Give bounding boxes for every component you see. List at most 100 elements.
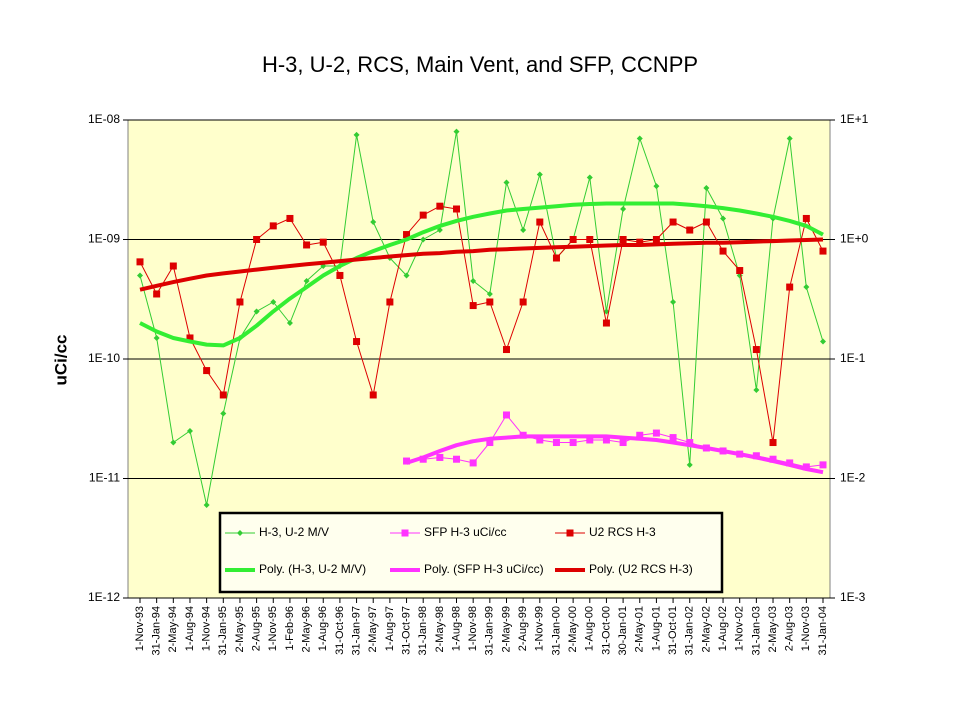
series-marker [520,227,527,234]
series-marker [653,183,660,190]
series-marker [236,298,244,306]
series-marker [469,302,477,310]
series-marker [669,434,677,442]
series-marker [602,436,610,444]
series-marker [686,226,694,234]
series-marker [620,205,627,212]
x-tick-label: 1-Aug-02 [717,606,729,651]
x-tick-label: 2-May-99 [500,606,512,652]
series-marker [203,502,210,509]
y-tick-label: 1E-11 [89,471,120,485]
series-marker [636,135,643,142]
y-tick-label: 1E-12 [88,590,120,604]
series-marker [486,298,494,306]
series-marker [669,218,677,226]
series-marker [619,236,627,243]
series-marker [186,427,193,434]
series-marker [686,461,693,468]
series-marker [153,334,160,341]
series-marker [303,277,310,284]
series-marker [453,455,461,463]
series-marker [219,391,227,399]
x-tick-label: 1-Nov-93 [134,606,146,651]
series-marker [436,453,444,461]
series-marker [486,439,494,447]
series-marker [702,218,710,226]
series-marker [486,290,493,297]
x-tick-label: 1-Aug-97 [384,606,396,651]
legend-marker [566,529,574,537]
y-tick-label: 1E-09 [88,232,120,246]
x-tick-label: 1-Aug-01 [650,606,662,651]
x-tick-label: 1-Nov-98 [467,606,479,651]
series-line [139,131,824,506]
chart-title: H-3, U-2, RCS, Main Vent, and SFP, CCNPP [262,52,698,77]
series-line [139,237,824,292]
series-marker [269,222,277,230]
series-marker [303,241,311,249]
series-marker [786,135,793,142]
series-marker [453,205,461,213]
x-tick-label: 31-Jan-02 [684,606,696,656]
series-marker [153,290,161,298]
x-tick-label: 31-Oct-00 [600,606,612,655]
series-marker [769,439,777,447]
series-marker [270,298,277,305]
y2-tick-label: 1E-3 [840,590,866,604]
x-tick-label: 2-May-96 [300,606,312,652]
x-tick-label: 31-Jan-04 [817,606,829,656]
x-tick-label: 31-Jan-94 [151,606,163,656]
legend-label: H-3, U-2 M/V [259,525,329,539]
x-tick-label: 1-Aug-94 [184,606,196,651]
series-marker [586,174,593,181]
x-tick-label: 31-Jan-99 [484,606,496,656]
x-tick-label: 31-Jan-03 [750,606,762,656]
series-marker [536,171,543,178]
series [139,237,824,292]
series [139,201,824,348]
x-tick-label: 2-May-02 [700,606,712,652]
y-tick-label: 1E-08 [88,112,120,126]
series-marker [820,338,826,345]
x-tick-label: 2-May-94 [167,606,179,652]
y2-tick-label: 1E+0 [840,232,869,246]
series-marker [169,262,177,270]
x-tick-label: 2-May-01 [634,606,646,652]
x-tick-label: 30-Jan-01 [617,606,629,656]
series-marker [753,387,760,394]
series-marker [286,214,294,222]
x-tick-label: 31-Jan-97 [350,606,362,656]
legend-label: U2 RCS H-3 [589,525,656,539]
series-marker [403,272,410,279]
series-marker [786,283,794,291]
series-marker [286,320,293,327]
series-line [405,434,824,475]
y-tick-label: 1E-10 [88,351,120,365]
x-tick-label: 2-Aug-03 [784,606,796,651]
series-marker [752,346,760,354]
series-marker [470,277,477,284]
series-marker [569,439,577,447]
series-marker [569,236,577,243]
series-line [139,201,824,348]
series-marker [703,184,710,191]
x-tick-label: 1-Nov-02 [734,606,746,651]
x-tick-label: 31-Jan-98 [417,606,429,656]
series-marker [170,439,177,446]
series-marker [137,272,143,279]
series-marker [469,459,477,467]
x-tick-label: 2-May-03 [767,606,779,652]
x-tick-label: 1-Aug-96 [317,606,329,651]
series-marker [186,334,194,342]
series-marker [370,219,377,226]
series-marker [586,436,594,444]
series-marker [436,202,444,210]
series-marker [502,346,510,354]
series-marker [719,247,727,255]
x-tick-label: 2-Aug-99 [517,606,529,651]
series-marker [736,267,744,275]
series-marker [536,436,544,444]
series-marker [386,298,394,306]
series-marker [586,236,594,243]
